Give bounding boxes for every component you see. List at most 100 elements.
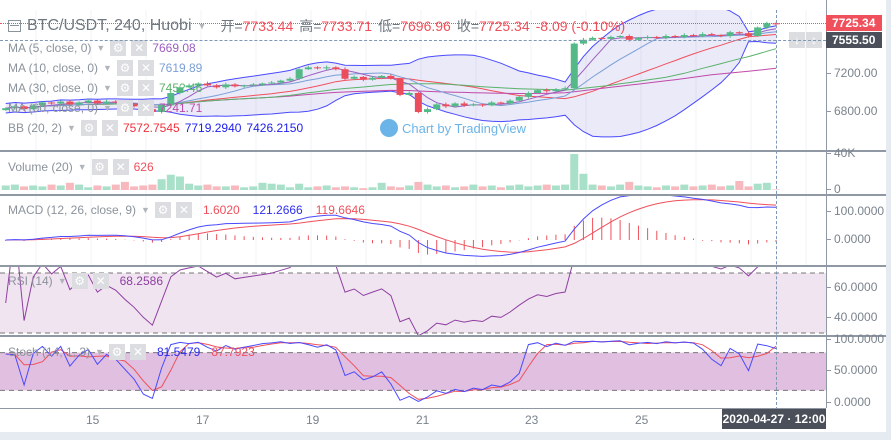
close-icon[interactable]: ✕ [175, 202, 192, 218]
chevron-down-icon[interactable]: ▼ [57, 276, 67, 286]
chevron-down-icon[interactable]: ▼ [103, 63, 112, 73]
stoch-k-value: 81.5479 [156, 345, 201, 359]
candle [277, 80, 285, 83]
volume-bar [469, 184, 478, 190]
chevron-down-icon[interactable]: ▼ [103, 103, 112, 113]
close-label: 收= [456, 18, 480, 34]
volume-bar [551, 185, 560, 190]
volume-bar [377, 182, 386, 190]
pane-divider[interactable] [0, 194, 886, 196]
low-value: 7696.96 [400, 18, 451, 34]
symbol-title[interactable]: BTC/USDT, 240, Huobi [27, 17, 192, 34]
candle [130, 104, 138, 107]
gear-icon[interactable]: ⚙ [80, 120, 97, 136]
legend-ma30[interactable]: MA (30, close, 0) ▼ ⚙ ✕ 7452.46 [8, 80, 202, 96]
time-tick: 15 [86, 413, 100, 427]
candle [662, 36, 670, 38]
tradingview-watermark[interactable]: Chart by TradingView [380, 119, 526, 137]
legend-ma10[interactable]: MA (10, close, 0) ▼ ⚙ ✕ 7619.89 [8, 60, 202, 76]
legend-label: MA (30, close, 0) [8, 81, 99, 95]
candle [314, 67, 321, 69]
gear-icon[interactable]: ⚙ [116, 80, 133, 96]
chevron-down-icon[interactable]: ▼ [95, 347, 104, 357]
rsi-band-fill [0, 273, 826, 333]
chevron-down-icon[interactable]: ▼ [141, 205, 150, 215]
close-icon[interactable]: ✕ [131, 40, 148, 56]
price-axis[interactable]: 7200.00 6800.00 40K 0 100.0000 0.0000 60… [826, 0, 886, 409]
volume-bar [533, 185, 542, 190]
gear-icon[interactable]: ⚙ [154, 202, 171, 218]
close-icon[interactable]: ✕ [137, 80, 154, 96]
gear-icon[interactable]: ⚙ [91, 159, 108, 175]
candle [57, 101, 65, 104]
close-icon[interactable]: ✕ [129, 344, 146, 360]
chevron-down-icon[interactable]: ▼ [197, 21, 207, 31]
gear-icon[interactable]: ⚙ [108, 344, 125, 360]
legend-bb[interactable]: BB (20, 2) ▼ ⚙ ✕ 7572.7545 7719.2940 7426.2150 [8, 120, 303, 136]
close-icon[interactable]: ✕ [92, 273, 109, 289]
candle [387, 75, 395, 79]
candle [754, 27, 762, 36]
volume-pane[interactable] [0, 152, 826, 194]
last-price-line [0, 23, 826, 24]
volume-bar [561, 184, 570, 190]
gear-icon[interactable]: ⚙ [116, 100, 133, 116]
candle [534, 90, 542, 93]
candle [579, 39, 587, 44]
pane-divider[interactable] [0, 265, 886, 267]
macd-pane[interactable] [0, 196, 826, 265]
price-tick: 7200.00 [826, 66, 878, 80]
volume-bar [368, 187, 377, 190]
close-icon[interactable]: ✕ [112, 159, 129, 175]
time-axis[interactable] [0, 408, 826, 432]
volume-bar [414, 181, 423, 190]
pane-divider[interactable] [0, 150, 886, 152]
close-icon[interactable]: ✕ [137, 100, 154, 116]
legend-rsi[interactable]: RSI (14) ▼ ⚙ ✕ 68.2586 [8, 273, 163, 289]
legend-ma60[interactable]: MA (60, close, 0) ▼ ⚙ ✕ 7241.71 [8, 100, 202, 116]
candle [616, 36, 624, 37]
candle [625, 36, 633, 40]
chevron-down-icon[interactable]: ▼ [96, 43, 106, 53]
legend-stoch[interactable]: Stoch (14, 1, 3) ▼ ⚙ ✕ 81.5479 87.7923 [8, 344, 255, 360]
price-tick: 6800.00 [826, 104, 878, 118]
chart-header: BTC/USDT, 240, Huobi ▼ 开=7733.44 高=7733.… [8, 16, 625, 36]
candle [304, 67, 312, 70]
volume-bar [203, 184, 212, 190]
price-pane[interactable] [0, 10, 826, 150]
chevron-down-icon[interactable]: ▼ [67, 123, 76, 133]
chevron-down-icon[interactable]: ▼ [103, 83, 112, 93]
rsi-tick: 60.0000 [826, 280, 878, 294]
volume-bar [313, 186, 322, 190]
candle [424, 109, 432, 112]
close-icon[interactable]: ✕ [137, 60, 154, 76]
candle [295, 69, 303, 79]
legend-macd[interactable]: MACD (12, 26, close, 9) ▼ ⚙ ✕ 1.6020 121.2666… [8, 202, 365, 218]
gear-icon[interactable]: ⚙ [116, 60, 133, 76]
gear-icon[interactable]: ⚙ [110, 40, 127, 56]
candle [634, 37, 642, 40]
rsi-tick: 40.0000 [826, 310, 878, 324]
legend-ma5[interactable]: MA (5, close, 0) ▼ ⚙ ✕ 7669.08 [8, 40, 196, 56]
candle [332, 67, 340, 70]
gear-icon[interactable]: ⚙ [71, 273, 88, 289]
volume-bar [441, 185, 450, 190]
candle [38, 102, 46, 106]
volume-bar [148, 184, 157, 190]
candle [699, 34, 707, 36]
volume-bar [451, 187, 460, 190]
legend-volume[interactable]: Volume (20) ▼ ⚙ ✕ 626 [8, 159, 154, 175]
pane-divider[interactable] [0, 335, 886, 337]
volume-bar [570, 154, 579, 190]
volume-bar [542, 184, 551, 190]
candle [460, 103, 468, 106]
stoch-d-value: 87.7923 [211, 345, 255, 359]
rsi-pane[interactable] [0, 267, 826, 335]
crosshair-time-label: 2020-04-27 · 12:00 [722, 409, 826, 429]
chevron-down-icon[interactable]: ▼ [77, 162, 87, 172]
candle [249, 84, 257, 86]
close-icon[interactable]: ✕ [101, 120, 118, 136]
legend-value: 7452.46 [158, 81, 203, 95]
volume-bar [111, 184, 120, 190]
trading-chart[interactable]: BTC/USDT, 240, Huobi ▼ 开=7733.44 高=7733.… [0, 0, 886, 432]
